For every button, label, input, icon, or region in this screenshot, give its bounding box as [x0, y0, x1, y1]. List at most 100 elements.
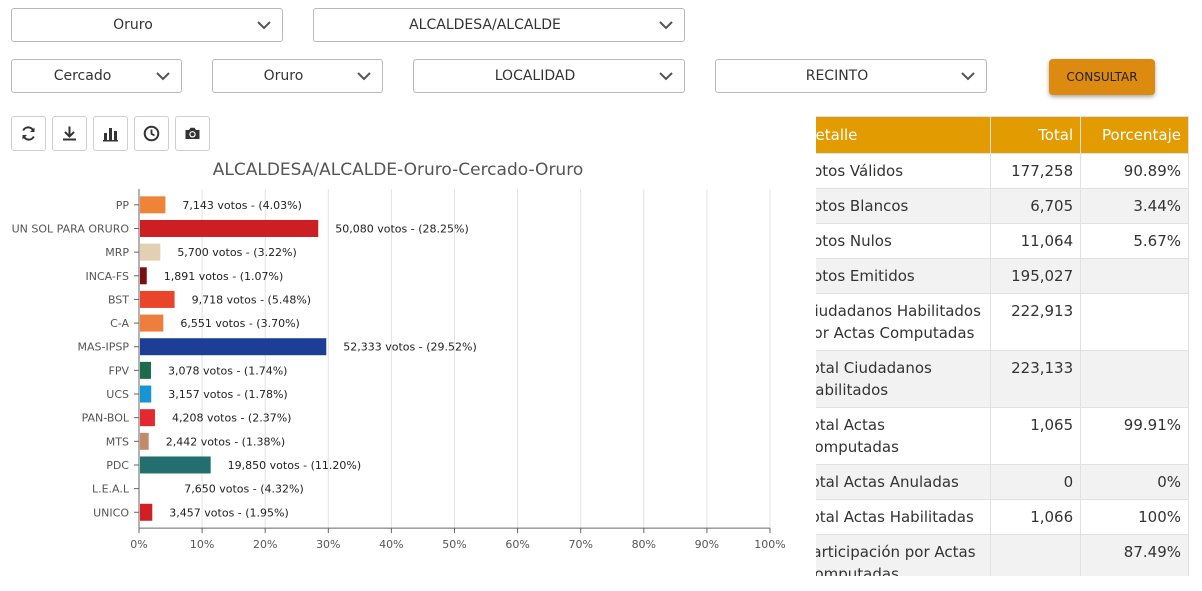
category-label: PP — [116, 199, 130, 212]
history-button[interactable] — [134, 116, 169, 151]
data-label: 6,551 votos - (3.70%) — [180, 317, 299, 330]
chevron-down-icon — [156, 72, 170, 81]
bar — [140, 290, 175, 308]
cell-total: 1,066 — [990, 499, 1082, 535]
bar — [140, 338, 327, 356]
localidad-select[interactable]: LOCALIDAD — [413, 59, 685, 93]
cell-total: 177,258 — [990, 153, 1082, 189]
camera-icon — [185, 127, 200, 139]
results-bar-chart: 0% 10% 20% 30% 40% 50% 60% 70% 80% 90% 100% PP 7,143… — [12, 189, 786, 551]
cell-detalle: Participación por Actas Computadas — [816, 534, 992, 576]
x-tick-label: 50% — [442, 538, 466, 551]
cell-porcentaje: 5.67% — [1080, 223, 1189, 259]
category-label: MAS-IPSP — [78, 341, 130, 354]
cell-detalle: Total Ciudadanos Habilitados — [816, 350, 992, 408]
data-label: 9,718 votos - (5.48%) — [192, 293, 312, 306]
category-label: BST — [108, 293, 129, 306]
category-label: C-A — [110, 317, 129, 330]
x-tick-label: 80% — [632, 538, 656, 551]
consultar-button[interactable]: CONSULTAR — [1049, 59, 1155, 95]
chevron-down-icon — [659, 72, 673, 81]
table-row: Participación por Actas Computadas 87.49% — [816, 534, 1189, 576]
chevron-down-icon — [257, 21, 271, 30]
data-label: 3,457 votos - (1.95%) — [169, 506, 289, 519]
data-label: 2,442 votos - (1.38%) — [166, 435, 286, 448]
cell-detalle: Total Actas Anuladas — [816, 464, 992, 500]
clock-icon — [143, 125, 160, 142]
category-label: UCS — [106, 388, 129, 401]
header-total: Total — [990, 116, 1082, 154]
cell-porcentaje: 0% — [1080, 464, 1189, 500]
x-tick-label: 70% — [568, 538, 592, 551]
bar — [140, 267, 147, 285]
chart-title: ALCALDESA/ALCALDE-Oruro-Cercado-Oruro — [212, 160, 584, 180]
download-button[interactable] — [52, 116, 87, 151]
bar — [140, 432, 149, 450]
table-row: Ciudadanos Habilitados por Actas Computa… — [816, 293, 1189, 351]
cell-total: 1,065 — [990, 407, 1082, 465]
bar — [140, 503, 153, 521]
cell-porcentaje: 3.44% — [1080, 188, 1189, 224]
table-header-row: Detalle Total Porcentaje — [816, 116, 1189, 154]
data-label: 7,143 votos - (4.03%) — [182, 199, 302, 212]
cell-total — [990, 534, 1082, 576]
table-row: Total Ciudadanos Habilitados223,133 — [816, 350, 1189, 408]
cell-total: 222,913 — [990, 293, 1082, 351]
category-label: L.E.A.L — [92, 483, 130, 496]
x-tick-label: 0% — [130, 538, 147, 551]
x-tick-label: 40% — [379, 538, 403, 551]
recinto-select[interactable]: RECINTO — [715, 59, 987, 93]
category-label: FPV — [109, 364, 130, 377]
data-label: 3,078 votos - (1.74%) — [168, 364, 288, 377]
cell-porcentaje: 90.89% — [1080, 153, 1189, 189]
departamento-select[interactable]: Oruro — [11, 8, 283, 42]
category-label: INCA-FS — [85, 270, 129, 283]
municipio-select[interactable]: Oruro — [212, 59, 383, 93]
departamento-select-value: Oruro — [113, 17, 153, 33]
x-tick-label: 60% — [505, 538, 529, 551]
refresh-icon — [22, 126, 35, 141]
cell-porcentaje — [1080, 258, 1189, 294]
cell-porcentaje: 99.91% — [1080, 407, 1189, 465]
refresh-button[interactable] — [11, 116, 46, 151]
data-label: 52,333 votos - (29.52%) — [343, 341, 477, 354]
cargo-select[interactable]: ALCALDESA/ALCALDE — [313, 8, 685, 42]
table-row: Total Actas Habilitadas 1,066 100% — [816, 499, 1189, 535]
cell-detalle: Total Actas Computadas — [816, 407, 992, 465]
bar-chart-icon — [103, 128, 118, 142]
localidad-select-value: LOCALIDAD — [494, 68, 576, 84]
screenshot-button[interactable] — [175, 116, 210, 151]
bar-chart-button[interactable] — [93, 116, 128, 151]
data-label: 1,891 votos - (1.07%) — [164, 270, 284, 283]
results-table-container: Detalle Total Porcentaje Votos Válidos17… — [816, 116, 1189, 576]
data-label: 7,650 votos - (4.32%) — [184, 483, 304, 496]
chevron-down-icon — [659, 21, 673, 30]
category-label: PDC — [106, 459, 129, 472]
data-label: 5,700 votos - (3.22%) — [177, 246, 297, 259]
cell-detalle: Votos Nulos — [816, 223, 992, 259]
header-porcentaje: Porcentaje — [1080, 116, 1189, 154]
bar — [140, 361, 151, 379]
chevron-down-icon — [961, 72, 975, 81]
bar — [140, 314, 164, 332]
cell-detalle: Ciudadanos Habilitados por Actas Computa… — [816, 293, 992, 351]
data-label: 50,080 votos - (28.25%) — [335, 222, 469, 235]
cell-porcentaje — [1080, 350, 1189, 408]
provincia-select-value: Cercado — [53, 68, 112, 84]
category-label: UN SOL PARA ORURO — [12, 222, 130, 235]
cell-detalle: Votos Emitidos — [816, 258, 992, 294]
category-label: MRP — [105, 246, 129, 259]
x-tick-label: 10% — [190, 538, 214, 551]
bar — [140, 456, 211, 474]
cell-total: 223,133 — [990, 350, 1082, 408]
cell-total: 6,705 — [990, 188, 1082, 224]
provincia-select[interactable]: Cercado — [11, 59, 182, 93]
bar — [140, 409, 155, 427]
cell-porcentaje: 100% — [1080, 499, 1189, 535]
x-tick-label: 30% — [316, 538, 340, 551]
